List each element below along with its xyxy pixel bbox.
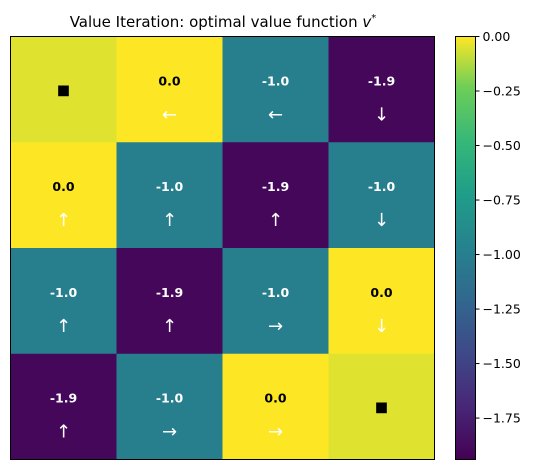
chart-title: Value Iteration: optimal value function … (70, 13, 377, 31)
heatmap-cell (222, 142, 329, 249)
heatmap-cell (222, 353, 329, 460)
policy-arrow: → (162, 422, 177, 443)
policy-arrow: ↑ (56, 422, 71, 443)
chart-title-text: Value Iteration: optimal value function (70, 13, 358, 31)
cell-value-label: -1.0 (156, 391, 184, 406)
cell-value-label: 0.0 (158, 73, 180, 88)
cell-value-label: -1.0 (368, 179, 396, 194)
policy-arrow: ↓ (374, 104, 389, 125)
cell-value-label: -1.0 (262, 285, 290, 300)
heatmap-cell (222, 36, 329, 143)
heatmap-cell (328, 36, 435, 143)
cell-value-label: 0.0 (264, 391, 286, 406)
chart-title-symbol: v (362, 13, 372, 31)
colorbar-tick-label: −1.75 (483, 411, 521, 426)
colorbar-tick-label: −0.75 (483, 193, 521, 208)
colorbar-tick-label: −1.25 (483, 302, 521, 317)
policy-arrow: → (268, 316, 283, 337)
colorbar-tick-label: −0.50 (483, 138, 521, 153)
heatmap-cell (116, 36, 223, 143)
heatmap-cell (116, 353, 223, 460)
heatmap-cells: ■ 0.0 ← -1.0 ← -1.9 ↓ 0.0 ↑ -1.0 ↑ -1.9 ↑ -1.0 ↓ -1.0 ↑ -… (10, 36, 435, 460)
policy-arrow: ↓ (374, 210, 389, 231)
heatmap-cell (328, 248, 435, 355)
heatmap-cell (10, 142, 117, 249)
colorbar-tick-label: −1.00 (483, 247, 521, 262)
colorbar-tick-label: −1.50 (483, 356, 521, 371)
policy-arrow: ← (268, 104, 283, 125)
policy-arrow: ↑ (268, 210, 283, 231)
cell-value-label: -1.0 (50, 285, 78, 300)
heatmap-cell (116, 142, 223, 249)
heatmap-cell (328, 353, 435, 460)
heatmap-cell (10, 36, 117, 143)
policy-arrow: ↑ (162, 316, 177, 337)
terminal-marker: ■ (57, 82, 70, 98)
cell-value-label: -1.0 (156, 179, 184, 194)
cell-value-label: -1.0 (262, 73, 290, 88)
colorbar-tick-label: 0.00 (483, 29, 511, 44)
policy-arrow: → (268, 422, 283, 443)
cell-value-label: 0.0 (370, 285, 392, 300)
policy-arrow: ← (162, 104, 177, 125)
cell-value-label: -1.9 (50, 391, 77, 406)
heatmap-cell (328, 142, 435, 249)
colorbar: 0.00 −0.25 −0.50 −0.75 −1.00 −1.25 −1.50 −1.75 (455, 29, 521, 460)
policy-arrow: ↑ (56, 316, 71, 337)
policy-arrow: ↑ (56, 210, 71, 231)
heatmap-cell (116, 248, 223, 355)
cell-value-label: -1.9 (368, 73, 395, 88)
cell-value-label: -1.9 (156, 285, 183, 300)
policy-arrow: ↓ (374, 316, 389, 337)
policy-arrow: ↑ (162, 210, 177, 231)
heatmap-cell (222, 248, 329, 355)
colorbar-tick-label: −0.25 (483, 84, 521, 99)
cell-value-label: 0.0 (52, 179, 74, 194)
cell-value-label: -1.9 (262, 179, 289, 194)
chart-title-superscript: * (371, 13, 376, 24)
colorbar-gradient (455, 36, 476, 460)
heatmap-cell (10, 248, 117, 355)
heatmap-cell (10, 353, 117, 460)
terminal-marker: ■ (375, 400, 388, 416)
plot-frame (10, 36, 435, 460)
